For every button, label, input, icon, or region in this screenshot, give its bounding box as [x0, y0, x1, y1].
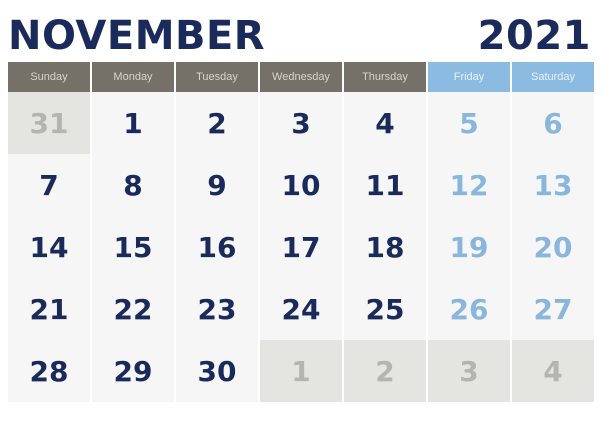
weekday-header-thursday: Thursday: [344, 62, 426, 92]
weekday-header-sunday: Sunday: [8, 62, 90, 92]
day-cell-weekend: 5: [428, 92, 510, 154]
day-cell: 28: [8, 340, 90, 402]
month-title: NOVEMBER: [8, 13, 266, 59]
day-cell: 24: [260, 278, 342, 340]
day-cell: 22: [92, 278, 174, 340]
day-cell: 11: [344, 154, 426, 216]
day-cell-weekend: 20: [512, 216, 594, 278]
day-cell: 23: [176, 278, 258, 340]
day-cell: 25: [344, 278, 426, 340]
weekday-header-saturday: Saturday: [512, 62, 594, 92]
day-cell: 17: [260, 216, 342, 278]
day-cell: 18: [344, 216, 426, 278]
day-cell-weekend: 12: [428, 154, 510, 216]
day-cell-weekend: 6: [512, 92, 594, 154]
day-cell: 16: [176, 216, 258, 278]
calendar-grid: Sunday Monday Tuesday Wednesday Thursday…: [8, 62, 594, 402]
day-cell-next-month: 3: [428, 340, 510, 402]
weekday-header-friday: Friday: [428, 62, 510, 92]
day-cell-next-month: 2: [344, 340, 426, 402]
day-cell-weekend: 13: [512, 154, 594, 216]
day-cell-next-month: 1: [260, 340, 342, 402]
day-cell: 8: [92, 154, 174, 216]
weekday-header-wednesday: Wednesday: [260, 62, 342, 92]
day-cell: 10: [260, 154, 342, 216]
weekday-header-tuesday: Tuesday: [176, 62, 258, 92]
day-cell: 15: [92, 216, 174, 278]
weekday-header-monday: Monday: [92, 62, 174, 92]
day-cell-next-month: 4: [512, 340, 594, 402]
day-cell: 9: [176, 154, 258, 216]
day-cell: 3: [260, 92, 342, 154]
day-cell-weekend: 26: [428, 278, 510, 340]
day-cell: 29: [92, 340, 174, 402]
day-cell-prev-month: 31: [8, 92, 90, 154]
day-cell: 2: [176, 92, 258, 154]
day-cell: 1: [92, 92, 174, 154]
day-cell-weekend: 19: [428, 216, 510, 278]
day-cell: 14: [8, 216, 90, 278]
day-cell: 30: [176, 340, 258, 402]
day-cell: 4: [344, 92, 426, 154]
day-cell-weekend: 27: [512, 278, 594, 340]
year-title: 2021: [477, 13, 591, 59]
day-cell: 7: [8, 154, 90, 216]
day-cell: 21: [8, 278, 90, 340]
